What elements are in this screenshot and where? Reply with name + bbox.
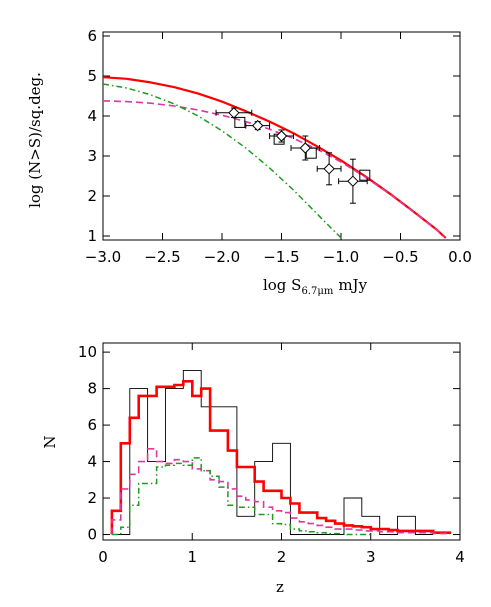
hist-dashdot-green [111, 457, 371, 536]
top-x-tick-label: −2.5 [144, 248, 180, 266]
top-x-axis-label: log S6.7μm mJy [263, 276, 368, 297]
hist-thick-red [110, 380, 452, 535]
square-marker [234, 116, 246, 128]
top-x-axis-label-main: log S [263, 276, 301, 294]
top-y-tick-label: 3 [87, 147, 97, 165]
top-x-tick-label: −1.0 [323, 248, 359, 266]
bottom-histograms [110, 369, 452, 536]
bottom-x-tick-label: 2 [277, 548, 287, 566]
bottom-x-tick-label: 4 [455, 548, 465, 566]
chart-top: −3.0 −2.5 −2.0 −1.5 −1.0 −0.5 0.0 1 2 3 4 5 6 log S… [26, 27, 472, 297]
top-x-tick-label: −1.5 [263, 248, 299, 266]
top-curve-dashed-magenta [103, 100, 446, 238]
top-curve-solid-red [103, 76, 447, 239]
bottom-x-tick-label: 3 [366, 548, 376, 566]
top-x-tick-label: −0.5 [382, 248, 418, 266]
chart-bottom: 0 1 2 3 4 0 2 4 6 8 10 z N [41, 342, 465, 596]
diamond-marker [251, 119, 264, 132]
top-y-tick-label: 2 [87, 187, 97, 205]
bottom-x-tick-label: 1 [187, 548, 197, 566]
bottom-y-tick-label: 8 [87, 380, 97, 398]
top-x-axis-label-unit: mJy [338, 276, 367, 294]
top-y-tick-label: 1 [87, 227, 97, 245]
top-x-tick-label: 0.0 [448, 248, 472, 266]
diamond-marker [347, 175, 359, 187]
bottom-y-tick-label: 6 [87, 416, 97, 434]
bottom-y-axis-label: N [41, 435, 59, 448]
top-x-tick-labels: −3.0 −2.5 −2.0 −1.5 −1.0 −0.5 0.0 [85, 248, 472, 266]
top-y-tick-labels: 1 2 3 4 5 6 [87, 27, 97, 245]
diamond-marker [275, 130, 288, 142]
bottom-y-tick-label: 0 [87, 526, 97, 544]
bottom-axis-ticks [102, 343, 461, 540]
top-y-tick-label: 4 [87, 107, 97, 125]
hist-dashed-magenta [111, 448, 452, 535]
bottom-y-tick-label: 4 [87, 453, 97, 471]
bottom-x-tick-labels: 0 1 2 3 4 [98, 548, 465, 566]
top-model-curves [103, 76, 447, 240]
top-x-tick-label: −3.0 [85, 248, 121, 266]
top-x-axis-label-sub: 6.7μm [301, 286, 333, 297]
top-y-tick-label: 6 [87, 27, 97, 45]
top-axis-ticks [102, 32, 461, 240]
bottom-y-tick-label: 2 [87, 489, 97, 507]
bottom-x-tick-label: 0 [98, 548, 108, 566]
top-curve-dashdot-green [103, 83, 344, 240]
top-y-tick-label: 5 [87, 67, 97, 85]
diamond-marker [228, 107, 240, 119]
diamond-marker [299, 142, 312, 154]
diamond-marker [323, 163, 335, 175]
bottom-y-tick-label: 10 [78, 343, 97, 361]
bottom-x-axis-label: z [276, 578, 284, 596]
bottom-y-tick-labels: 0 2 4 6 8 10 [78, 343, 97, 543]
square-marker [359, 169, 371, 181]
top-y-axis-label: log (N>S)/sq.deg. [26, 72, 44, 208]
top-data-points [215, 107, 371, 204]
top-x-tick-label: −2.0 [204, 248, 240, 266]
